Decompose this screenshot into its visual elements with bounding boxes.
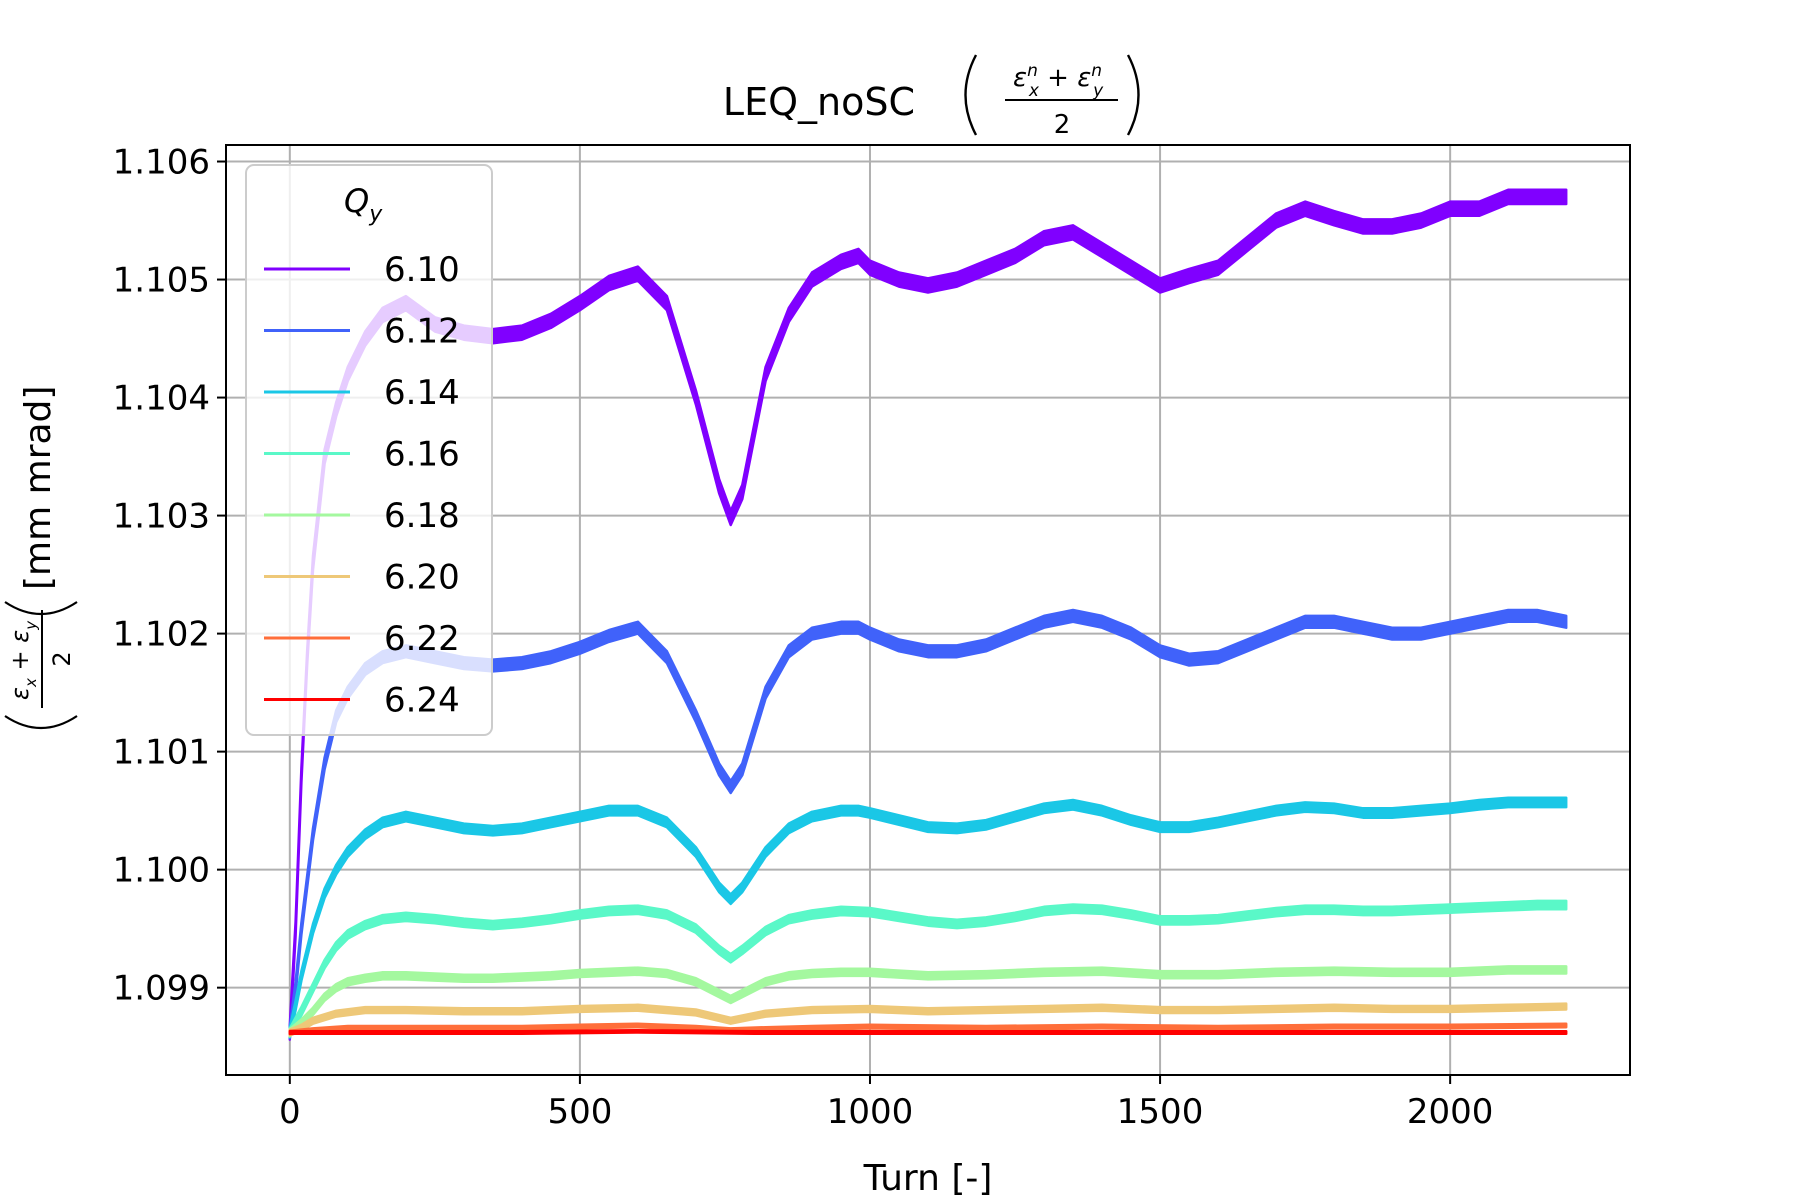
y-tick-label: 1.106 <box>113 143 210 183</box>
y-tick-label: 1.101 <box>113 733 210 773</box>
x-axis-label: Turn [-] <box>863 1158 993 1199</box>
y-tick-label: 1.103 <box>113 497 210 537</box>
legend-label: 6.22 <box>384 619 460 659</box>
y-tick-label: 1.102 <box>113 615 210 655</box>
x-axis-ticks: 0 500 1000 1500 2000 <box>279 1075 1493 1132</box>
y-tick-label: 1.100 <box>113 851 210 891</box>
legend-label: 6.14 <box>384 373 460 413</box>
legend-frame <box>245 164 493 736</box>
plot-frame <box>225 144 1631 1076</box>
series-band-6.14 <box>288 796 1568 1039</box>
chart-title: LEQ_noSC εn x + εn y 2 <box>723 54 1140 140</box>
series-band-6.16 <box>288 899 1568 1038</box>
y-label-denominator: 2 <box>48 651 76 666</box>
legend-items: 6.10 6.12 6.14 6.16 6.18 6.20 6.22 6.24 <box>264 250 460 721</box>
legend: Qy 6.10 6.12 6.14 6.16 6.18 6.20 6.22 6.24 <box>245 164 493 736</box>
legend-label: 6.10 <box>384 250 460 290</box>
y-tick-label: 1.099 <box>113 969 210 1009</box>
y-axis-label-unit: [mm mrad] <box>18 386 59 590</box>
series-band-6.10 <box>288 188 1568 1041</box>
y-tick-label: 1.104 <box>113 379 210 419</box>
series-band-6.18 <box>288 965 1568 1038</box>
x-tick-label: 0 <box>279 1092 301 1132</box>
x-tick-label: 2000 <box>1407 1092 1494 1132</box>
series-band-6.20 <box>288 1002 1568 1037</box>
legend-label: 6.16 <box>384 435 460 475</box>
legend-label: 6.12 <box>384 312 460 352</box>
legend-label: 6.18 <box>384 496 460 536</box>
chart-title-text: LEQ_noSC <box>723 80 915 124</box>
title-denominator: 2 <box>1054 110 1071 140</box>
legend-label: 6.24 <box>384 681 460 721</box>
x-tick-label: 1500 <box>1117 1092 1204 1132</box>
y-tick-label: 1.105 <box>113 261 210 301</box>
series-band-6.24 <box>288 1028 1568 1035</box>
x-tick-label: 500 <box>547 1092 612 1132</box>
legend-label: 6.20 <box>384 558 460 598</box>
legend-title-main: Q <box>344 182 369 220</box>
legend-title-subscript: y <box>368 202 383 227</box>
y-axis-ticks: 1.099 1.100 1.101 1.102 1.103 1.104 1.105 1.106 <box>113 143 226 1009</box>
x-tick-label: 1000 <box>827 1092 914 1132</box>
legend-title: Qy <box>344 182 383 227</box>
series-band-6.22 <box>288 1022 1568 1036</box>
